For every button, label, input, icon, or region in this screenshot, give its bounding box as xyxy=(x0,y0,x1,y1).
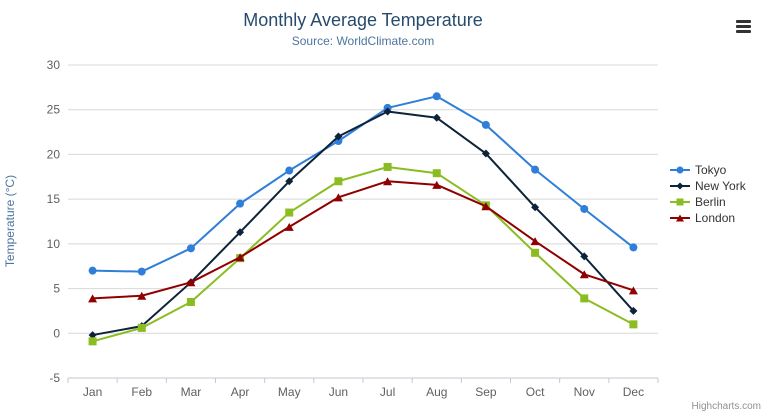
point-marker[interactable] xyxy=(285,208,294,217)
x-tick-label: Dec xyxy=(623,385,644,399)
point-marker[interactable] xyxy=(236,199,245,208)
point-marker[interactable] xyxy=(88,266,97,275)
legend-item-london[interactable]: London xyxy=(670,210,746,226)
point-marker[interactable] xyxy=(432,180,442,189)
point-marker[interactable] xyxy=(629,306,638,315)
legend-label-london: London xyxy=(695,211,736,225)
point-marker[interactable] xyxy=(88,294,98,303)
hamburger-icon xyxy=(736,20,751,23)
x-tick-label: Sep xyxy=(475,385,497,399)
point-marker[interactable] xyxy=(676,182,684,190)
legend-label-berlin: Berlin xyxy=(695,195,726,209)
y-tick-label: 0 xyxy=(53,326,60,340)
point-marker[interactable] xyxy=(432,113,441,122)
chart-subtitle: Source: WorldClimate.com xyxy=(291,34,435,48)
legend-symbol-new-york xyxy=(670,182,690,190)
y-tick-label: 20 xyxy=(47,147,61,161)
point-marker[interactable] xyxy=(137,291,147,300)
point-marker[interactable] xyxy=(88,337,97,346)
series-line-new-york xyxy=(91,110,635,337)
point-marker[interactable] xyxy=(186,244,195,253)
point-marker[interactable] xyxy=(628,286,638,295)
point-marker[interactable] xyxy=(481,149,490,158)
point-marker[interactable] xyxy=(579,270,589,279)
legend-label-tokyo: Tokyo xyxy=(695,163,727,177)
y-tick-label: 25 xyxy=(47,103,61,117)
point-marker[interactable] xyxy=(383,162,392,171)
point-marker[interactable] xyxy=(137,267,146,276)
y-tick-label: 15 xyxy=(47,192,61,206)
point-marker[interactable] xyxy=(481,120,490,129)
legend-item-berlin[interactable]: Berlin xyxy=(670,194,746,210)
point-marker[interactable] xyxy=(383,107,392,116)
point-marker[interactable] xyxy=(334,177,343,186)
point-marker[interactable] xyxy=(186,278,196,287)
legend-item-tokyo[interactable]: Tokyo xyxy=(670,162,746,178)
x-tick-label: Feb xyxy=(131,385,152,399)
x-tick-label: Jul xyxy=(380,385,395,399)
point-marker[interactable] xyxy=(580,204,589,213)
point-marker[interactable] xyxy=(432,169,441,178)
point-marker[interactable] xyxy=(383,177,393,186)
legend-label-new-york: New York xyxy=(695,179,746,193)
point-marker[interactable] xyxy=(334,132,343,141)
point-marker[interactable] xyxy=(580,294,589,303)
point-marker[interactable] xyxy=(676,214,684,222)
point-marker[interactable] xyxy=(676,166,684,174)
point-marker[interactable] xyxy=(580,252,589,261)
x-tick-label: Jun xyxy=(329,385,348,399)
point-marker[interactable] xyxy=(629,243,638,252)
series-line-tokyo xyxy=(91,95,635,273)
y-tick-label: 30 xyxy=(47,58,61,72)
point-marker[interactable] xyxy=(88,331,97,340)
legend: Tokyo New York Berlin London xyxy=(670,162,746,226)
point-marker[interactable] xyxy=(284,222,294,231)
x-tick-label: Aug xyxy=(426,385,447,399)
point-marker[interactable] xyxy=(137,323,146,332)
point-marker[interactable] xyxy=(235,253,245,262)
x-tick-label: Jan xyxy=(83,385,102,399)
legend-symbol-tokyo xyxy=(670,166,690,174)
point-marker[interactable] xyxy=(285,177,294,186)
series-new-york[interactable] xyxy=(88,107,638,340)
point-marker[interactable] xyxy=(530,237,540,246)
point-marker[interactable] xyxy=(481,202,491,211)
series-line-london xyxy=(91,180,635,300)
series-tokyo[interactable] xyxy=(88,92,638,276)
point-marker[interactable] xyxy=(186,297,195,306)
legend-symbol-london xyxy=(670,214,690,222)
point-marker[interactable] xyxy=(236,228,245,237)
y-tick-label: 10 xyxy=(47,237,61,251)
point-marker[interactable] xyxy=(531,165,540,174)
hamburger-icon xyxy=(736,30,751,33)
y-axis-title: Temperature (°C) xyxy=(3,175,17,267)
x-tick-label: May xyxy=(278,385,301,399)
point-marker[interactable] xyxy=(285,166,294,175)
x-tick-label: Apr xyxy=(231,385,250,399)
hamburger-icon xyxy=(736,25,751,28)
chart-title: Monthly Average Temperature xyxy=(243,10,483,30)
legend-item-new-york[interactable]: New York xyxy=(670,178,746,194)
x-tick-label: Nov xyxy=(574,385,595,399)
credits-link[interactable]: Highcharts.com xyxy=(691,401,761,412)
export-menu-button[interactable] xyxy=(736,20,751,33)
point-marker[interactable] xyxy=(333,193,343,202)
series-london[interactable] xyxy=(88,177,638,303)
point-marker[interactable] xyxy=(432,92,441,101)
x-tick-label: Oct xyxy=(526,385,545,399)
point-marker[interactable] xyxy=(531,248,540,257)
x-tick-label: Mar xyxy=(181,385,202,399)
point-marker[interactable] xyxy=(629,320,638,329)
series-line-berlin xyxy=(91,165,635,343)
legend-symbol-berlin xyxy=(670,198,690,206)
point-marker[interactable] xyxy=(531,203,540,212)
y-tick-label: -5 xyxy=(49,371,60,385)
y-tick-label: 5 xyxy=(53,282,60,296)
point-marker[interactable] xyxy=(676,198,684,206)
